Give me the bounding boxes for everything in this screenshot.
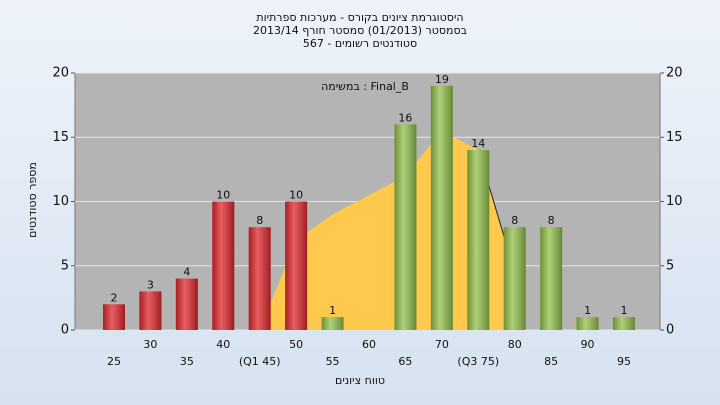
data-label: 1 (329, 304, 336, 317)
x-tick-label: 65 (398, 355, 412, 368)
data-label: 8 (511, 214, 518, 227)
data-label: 1 (621, 304, 628, 317)
y-tick-label: 10 (52, 194, 69, 209)
annotation: Final_B : במשימה (321, 80, 409, 93)
data-label: 16 (398, 111, 412, 124)
y2-tick-label: 15 (666, 130, 683, 145)
data-label: 14 (471, 137, 485, 150)
bar-shade (503, 227, 526, 330)
x-tick-label: 95 (617, 355, 631, 368)
x-tick-label: 40 (216, 338, 230, 351)
x-tick-label: (Q3 75) (457, 355, 499, 368)
x-tick-label: (Q1 45) (239, 355, 281, 368)
x-tick-label: 70 (435, 338, 449, 351)
bar-shade (394, 124, 417, 331)
data-label: 19 (435, 73, 449, 86)
bar-shade (576, 317, 599, 330)
x-tick-label: 30 (143, 338, 157, 351)
x-tick-label: 35 (180, 355, 194, 368)
bar-shade (467, 150, 490, 330)
bar-shade (175, 278, 198, 330)
data-label: 8 (548, 214, 555, 227)
x-tick-label: 55 (326, 355, 340, 368)
data-label: 8 (256, 214, 263, 227)
bar-shade (540, 227, 563, 330)
chart-subtitle: בסמסטר (01/2013) סמסטר חורף 2013/14 (253, 24, 467, 37)
chart-title: היסטוגרמת ציונים בקורס - מערכות ספרתיות (256, 11, 463, 24)
y-tick-label: 5 (61, 258, 69, 273)
bar-shade (430, 85, 453, 330)
y2-tick-label: 0 (666, 323, 674, 338)
x-axis-label: טווח ציונים (335, 374, 385, 387)
y2-tick-label: 20 (666, 66, 683, 81)
bar-shade (212, 201, 235, 330)
x-tick-label: 85 (544, 355, 558, 368)
y-tick-label: 15 (52, 130, 69, 145)
x-tick-label: 60 (362, 338, 376, 351)
bar-shade (321, 317, 344, 330)
data-label: 2 (111, 291, 118, 304)
data-label: 1 (584, 304, 591, 317)
data-label: 4 (183, 266, 190, 279)
x-tick-label: 50 (289, 338, 303, 351)
data-label: 10 (216, 189, 230, 202)
chart-subtitle: סטודנטים רשומים - 567 (303, 37, 417, 50)
y-tick-label: 0 (61, 323, 69, 338)
x-tick-label: 25 (107, 355, 121, 368)
data-label: 10 (289, 189, 303, 202)
bar-shade (139, 291, 162, 330)
x-tick-label: 80 (508, 338, 522, 351)
y2-tick-label: 5 (666, 258, 674, 273)
bar-shade (613, 317, 635, 330)
y2-tick-label: 10 (666, 194, 683, 209)
data-label: 3 (147, 278, 154, 291)
bar-shade (285, 201, 308, 330)
x-tick-label: 90 (581, 338, 595, 351)
y-axis-label: מספר סטודנטים (26, 162, 39, 238)
bar-shade (103, 304, 125, 330)
bar-shade (248, 227, 271, 330)
y-tick-label: 20 (52, 66, 69, 81)
